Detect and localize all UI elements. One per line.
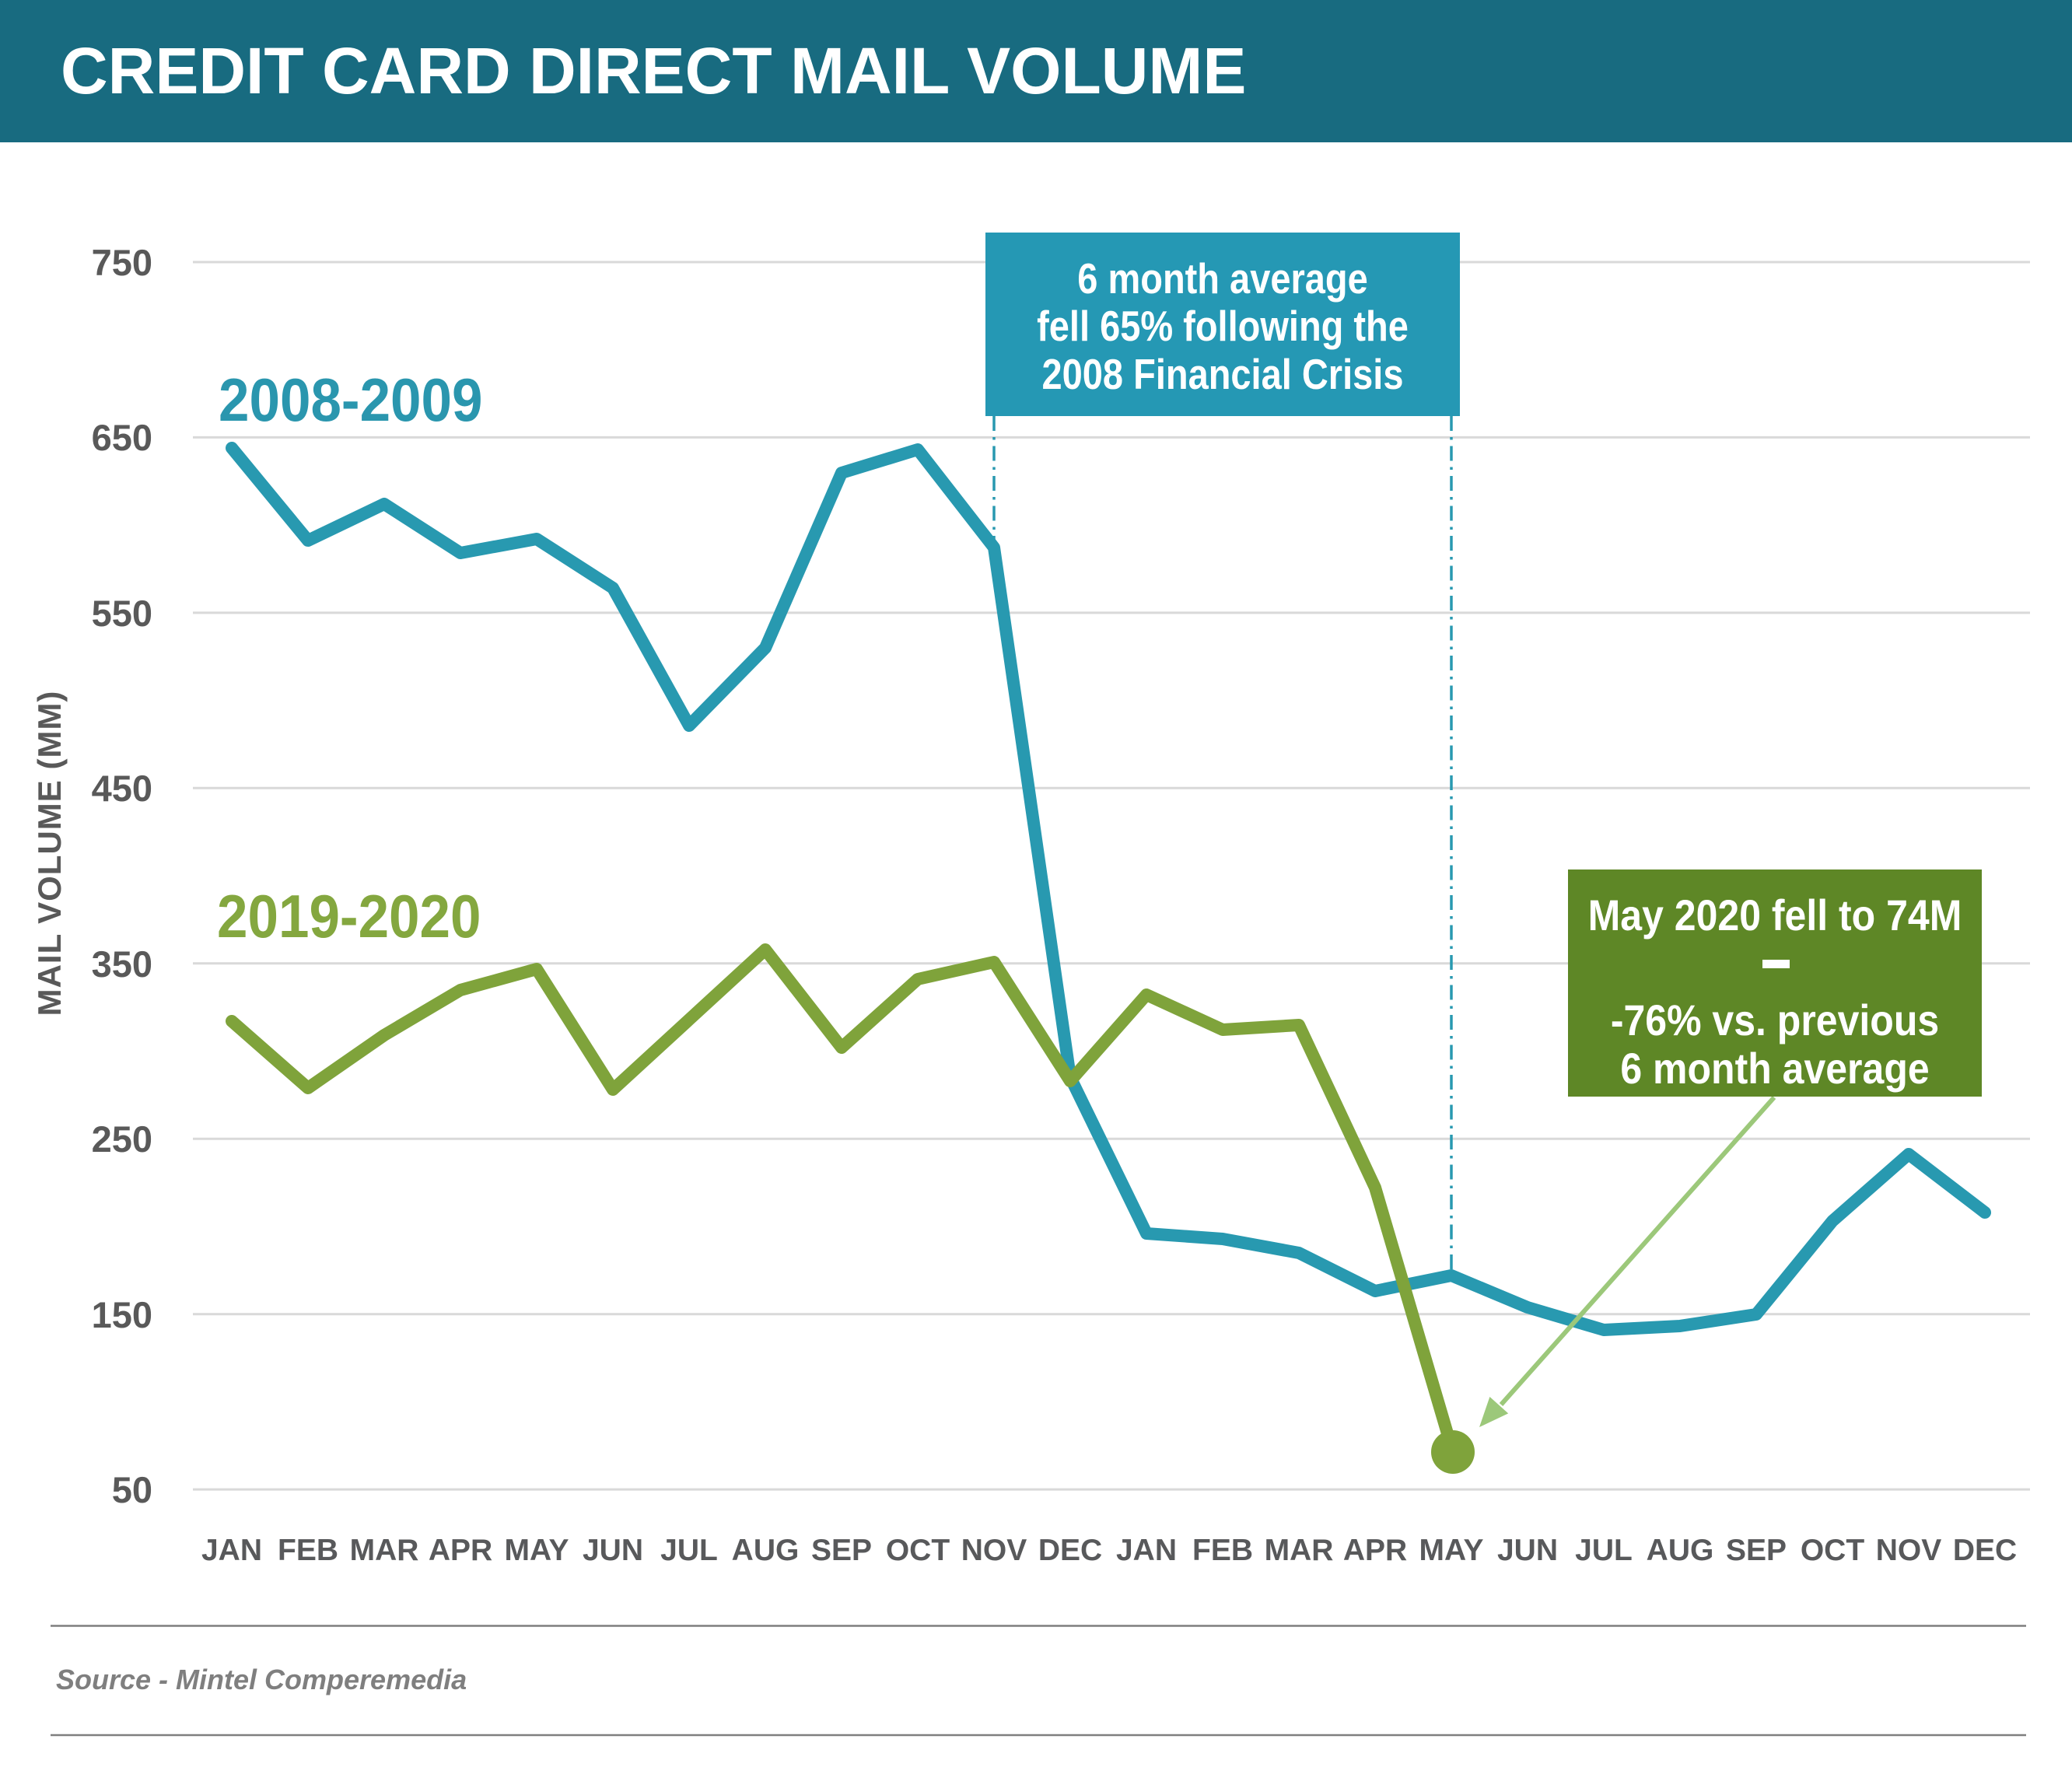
svg-text:OCT: OCT — [1801, 1534, 1865, 1567]
svg-text:JAN: JAN — [201, 1534, 262, 1567]
svg-text:Source - Mintel Comperemedia: Source - Mintel Comperemedia — [56, 1664, 467, 1695]
svg-text:JAN: JAN — [1116, 1534, 1177, 1567]
svg-text:2019-2020: 2019-2020 — [217, 882, 481, 950]
svg-text:JUL: JUL — [660, 1534, 718, 1567]
svg-text:JUN: JUN — [583, 1534, 643, 1567]
svg-text:550: 550 — [92, 593, 152, 634]
svg-text:750: 750 — [92, 242, 152, 283]
svg-text:DEC: DEC — [1038, 1534, 1102, 1567]
svg-text:MAIL VOLUME (MM): MAIL VOLUME (MM) — [31, 691, 68, 1016]
svg-text:fell 65% following the: fell 65% following the — [1037, 303, 1409, 350]
svg-text:AUG: AUG — [732, 1534, 800, 1567]
svg-text:6 month average: 6 month average — [1620, 1044, 1929, 1093]
svg-text:50: 50 — [112, 1469, 152, 1510]
svg-text:150: 150 — [92, 1294, 152, 1335]
svg-text:650: 650 — [92, 417, 152, 458]
svg-text:2008 Financial Crisis: 2008 Financial Crisis — [1042, 351, 1404, 398]
svg-text:FEB: FEB — [1192, 1534, 1253, 1567]
svg-text:350: 350 — [92, 943, 152, 985]
svg-text:2008-2009: 2008-2009 — [219, 366, 482, 434]
svg-text:DEC: DEC — [1953, 1534, 2017, 1567]
svg-text:May 2020 fell to 74M: May 2020 fell to 74M — [1588, 891, 1962, 939]
svg-text:APR: APR — [1343, 1534, 1407, 1567]
svg-text:JUN: JUN — [1497, 1534, 1558, 1567]
svg-text:MAR: MAR — [350, 1534, 419, 1567]
svg-text:JUL: JUL — [1575, 1534, 1633, 1567]
svg-text:NOV: NOV — [961, 1534, 1027, 1567]
svg-text:OCT: OCT — [886, 1534, 950, 1567]
svg-text:SEP: SEP — [811, 1534, 872, 1567]
svg-text:MAR: MAR — [1265, 1534, 1334, 1567]
svg-text:-76% vs. previous: -76% vs. previous — [1611, 996, 1939, 1044]
svg-text:450: 450 — [92, 768, 152, 809]
svg-text:6 month average: 6 month average — [1077, 255, 1367, 303]
svg-text:AUG: AUG — [1647, 1534, 1714, 1567]
svg-text:FEB: FEB — [278, 1534, 338, 1567]
svg-text:APR: APR — [429, 1534, 492, 1567]
svg-text:SEP: SEP — [1726, 1534, 1787, 1567]
svg-text:NOV: NOV — [1876, 1534, 1942, 1567]
svg-text:MAY: MAY — [504, 1534, 569, 1567]
svg-text:250: 250 — [92, 1118, 152, 1160]
svg-text:MAY: MAY — [1419, 1534, 1483, 1567]
